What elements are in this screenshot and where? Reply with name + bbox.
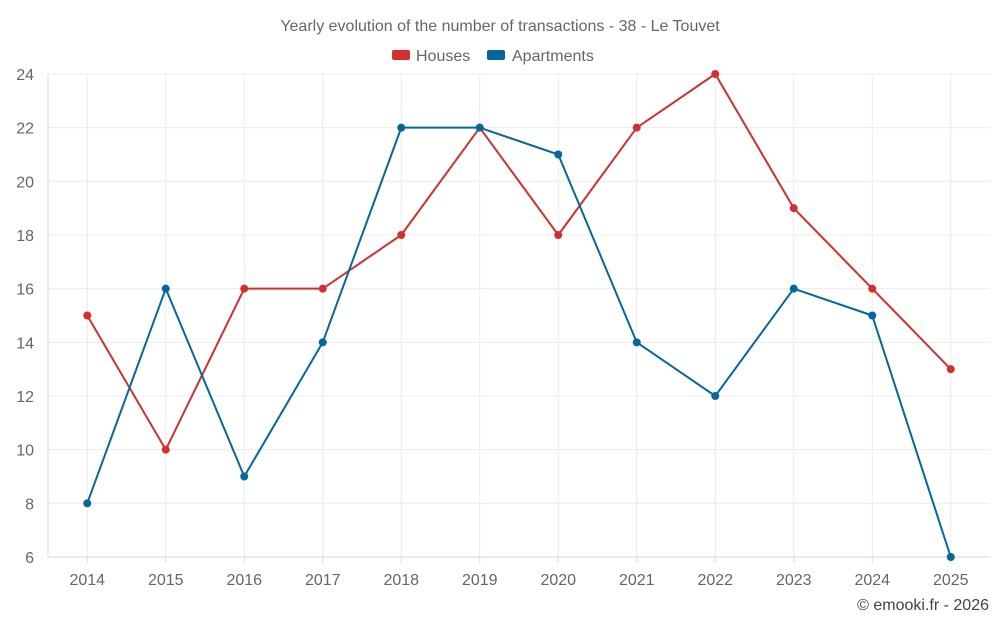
x-tick-label-2019: 2019 [462,572,498,589]
point-apartments-2018[interactable] [397,123,406,132]
point-apartments-2024[interactable] [868,311,877,320]
legend-label-houses: Houses [416,48,470,65]
point-houses-2020[interactable] [554,231,563,239]
point-houses-2014[interactable] [83,311,92,320]
x-tick-label-2021: 2021 [619,572,655,589]
x-tick-label-2014: 2014 [69,572,105,589]
point-apartments-2014[interactable] [83,499,92,508]
point-apartments-2022[interactable] [711,392,720,400]
point-houses-2022[interactable] [711,70,720,78]
y-tick-label-20: 20 [16,174,34,191]
point-apartments-2025[interactable] [946,553,955,561]
y-tick-label-6: 6 [25,550,34,567]
point-houses-2017[interactable] [318,284,327,293]
point-apartments-2017[interactable] [318,338,327,347]
y-tick-label-8: 8 [25,496,34,513]
x-tick-label-2016: 2016 [226,572,262,589]
legend-label-apartments: Apartments [512,48,594,65]
y-tick-label-16: 16 [16,282,34,299]
grid-lines [48,73,990,557]
chart-title: Yearly evolution of the number of transa… [280,18,720,35]
point-houses-2025[interactable] [946,365,955,374]
point-houses-2023[interactable] [789,204,798,213]
x-tick-label-2022: 2022 [697,572,733,589]
point-apartments-2023[interactable] [789,284,798,293]
x-tick-label-2023: 2023 [776,572,812,589]
y-tick-label-12: 12 [16,389,34,406]
point-houses-2024[interactable] [868,284,877,293]
x-tick-label-2025: 2025 [933,572,969,589]
y-tick-label-24: 24 [16,67,34,84]
x-tick-label-2024: 2024 [854,572,890,589]
y-tick-label-14: 14 [16,335,34,352]
point-houses-2015[interactable] [161,445,170,454]
legend-item-houses[interactable]: Houses [392,48,470,65]
point-apartments-2020[interactable] [554,150,563,159]
x-tick-label-2017: 2017 [305,572,341,589]
series-line-apartments [86,126,952,558]
y-tick-label-10: 10 [16,443,34,460]
credit-text: © emooki.fr - 2026 [857,597,989,614]
point-apartments-2016[interactable] [240,472,249,481]
y-tick-label-18: 18 [16,228,34,245]
point-apartments-2015[interactable] [161,284,170,293]
series-apartments [83,123,955,561]
point-apartments-2021[interactable] [632,338,641,347]
point-houses-2016[interactable] [240,284,249,293]
series-line-houses [86,73,952,451]
legend-item-apartments[interactable]: Apartments [487,48,594,65]
x-tick-label-2018: 2018 [383,572,419,589]
legend-swatch-houses [392,50,410,60]
point-apartments-2019[interactable] [475,123,484,132]
x-tick-label-2020: 2020 [540,572,576,589]
x-tick-label-2015: 2015 [148,572,184,589]
point-houses-2021[interactable] [632,123,641,132]
point-houses-2018[interactable] [397,231,406,239]
legend-swatch-apartments [487,50,505,60]
y-tick-label-22: 22 [16,121,34,138]
legend: Houses Apartments [392,48,594,65]
series-layer [83,70,955,561]
